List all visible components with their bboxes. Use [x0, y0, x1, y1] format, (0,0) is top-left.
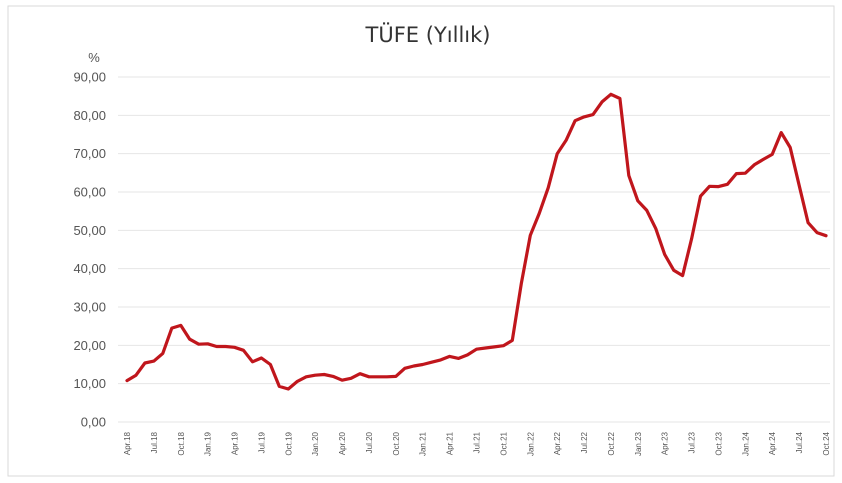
x-tick-label: Jan.22: [526, 431, 535, 456]
y-tick-label: 90,00: [73, 70, 106, 85]
x-tick-label: Apr.24: [768, 431, 777, 455]
x-tick-label: Jan.23: [634, 431, 643, 456]
x-tick-label: Jan.24: [741, 431, 750, 456]
y-tick-label: 50,00: [73, 223, 106, 238]
x-tick-label: Jul.21: [473, 431, 482, 453]
y-axis-ticks: 0,00 10,00 20,00 30,00 40,00 50,00 60,00 70,00 8…: [73, 70, 106, 430]
x-tick-label: Apr.19: [231, 431, 240, 455]
y-tick-label: 60,00: [73, 185, 106, 200]
x-tick-label: Apr.22: [553, 431, 562, 455]
y-axis-unit: %: [88, 50, 100, 65]
x-tick-label: Jan.21: [419, 431, 428, 456]
x-tick-label: Oct.21: [499, 431, 508, 455]
x-tick-label: Apr.18: [123, 431, 132, 455]
x-tick-label: Jul.19: [257, 431, 266, 453]
x-tick-label: Oct.23: [714, 431, 723, 455]
x-tick-label: Jan.20: [311, 431, 320, 456]
y-tick-label: 80,00: [73, 108, 106, 123]
x-tick-label: Oct.24: [822, 431, 831, 455]
x-tick-label: Apr.23: [661, 431, 670, 455]
x-tick-label: Jul.23: [688, 431, 697, 453]
x-tick-label: Apr.21: [446, 431, 455, 455]
x-tick-label: Oct.22: [607, 431, 616, 455]
series-layer: [125, 92, 828, 391]
y-tick-label: 20,00: [73, 338, 106, 353]
x-tick-label: Jan.19: [204, 431, 213, 456]
gridlines: [118, 76, 830, 423]
series-line: [125, 92, 828, 391]
x-tick-label: Jul.20: [365, 431, 374, 453]
y-tick-label: 30,00: [73, 300, 106, 315]
x-tick-label: Oct.19: [284, 431, 293, 455]
chart-frame: [7, 5, 835, 477]
y-tick-label: 70,00: [73, 146, 106, 161]
x-tick-label: Jul.18: [150, 431, 159, 453]
x-tick-label: Apr.20: [338, 431, 347, 455]
y-tick-label: 40,00: [73, 261, 106, 276]
y-tick-label: 0,00: [81, 415, 106, 430]
x-tick-label: Oct.18: [177, 431, 186, 455]
chart-title: TÜFE (Yıllık): [365, 22, 491, 47]
x-tick-label: Jul.24: [795, 431, 804, 453]
x-tick-label: Jul.22: [580, 431, 589, 453]
y-tick-label: 10,00: [73, 376, 106, 391]
x-axis-ticks: Apr.18 Jul.18 Oct.18 Jan.19 Apr.19 Jul.19 Oct.…: [123, 431, 831, 456]
x-tick-label: Oct.20: [392, 431, 401, 455]
